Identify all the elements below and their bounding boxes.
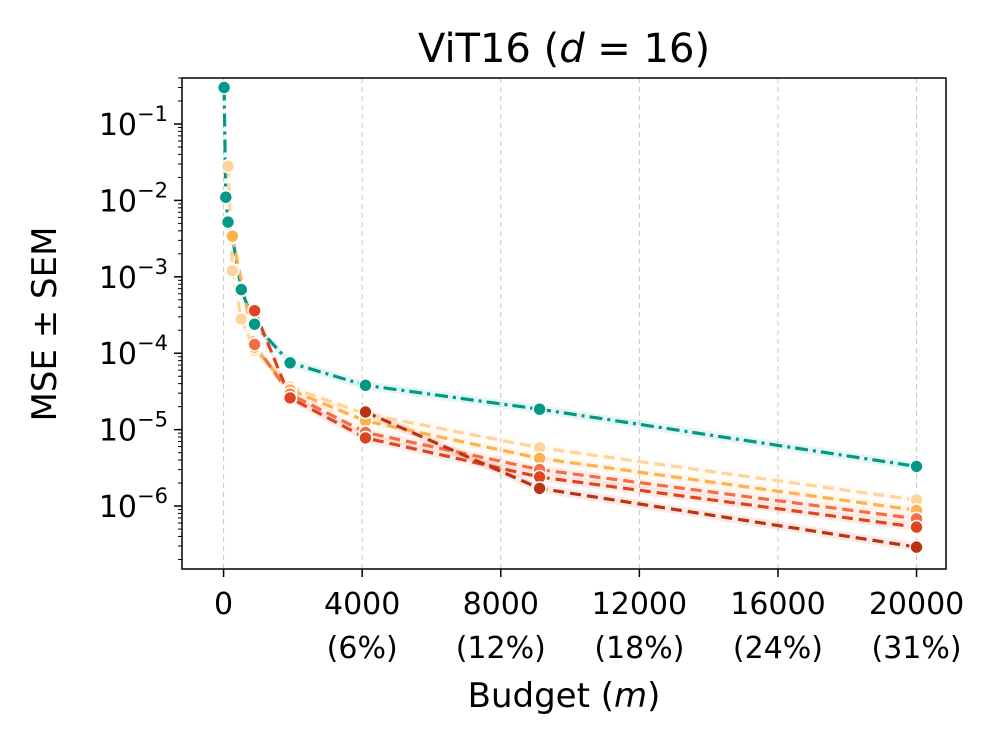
x-axis-ticks: 0 4000 (6%) 8000 (12%) 12000 (18%) 16000 (24%) 20… (214, 569, 964, 666)
data-point (282, 390, 298, 406)
x-tick-sublabel: (18%) (594, 631, 684, 666)
data-point (225, 228, 240, 244)
data-point (247, 316, 262, 332)
data-point (225, 263, 240, 279)
y-tick-label: 10−3 (99, 255, 168, 296)
data-point (358, 377, 373, 393)
error-bands (224, 83, 917, 552)
x-tick-sublabel: (6%) (327, 631, 398, 666)
x-axis-label: Budget (m) (468, 676, 661, 716)
series-line (222, 87, 917, 468)
data-point (282, 355, 298, 371)
data-point (909, 459, 924, 474)
x-tick-sublabel: (31%) (872, 631, 962, 666)
x-tick-label: 12000 (592, 587, 687, 622)
x-tick-label: 0 (214, 587, 233, 622)
error-band (228, 161, 917, 505)
error-band (254, 306, 917, 532)
data-point (234, 311, 249, 327)
chart-title: ViT16 (d = 16) (418, 26, 710, 72)
y-axis-ticks: 10−6 10−5 10−4 10−3 10−2 10−1 (99, 77, 182, 560)
data-point (909, 539, 924, 555)
y-tick-label: 10−1 (99, 102, 168, 143)
data-point (909, 519, 924, 535)
y-tick-label: 10−2 (99, 178, 168, 219)
data-point (216, 80, 232, 95)
x-tick-label: 20000 (869, 587, 964, 622)
x-tick-sublabel: (12%) (456, 631, 546, 666)
data-point (358, 404, 373, 420)
data-point (247, 337, 262, 352)
plot-area-frame (181, 77, 947, 570)
data-point (532, 401, 547, 417)
data-point (532, 481, 547, 496)
series-markers (216, 80, 924, 555)
data-point (220, 214, 236, 230)
y-tick-label: 10−6 (99, 484, 168, 525)
y-axis-label: MSE ± SEM (25, 227, 65, 422)
y-tick-label: 10−4 (99, 331, 168, 372)
data-point (358, 430, 373, 446)
data-point (247, 303, 262, 319)
data-point (234, 282, 249, 297)
x-gridlines (223, 78, 918, 569)
x-tick-label: 4000 (324, 587, 400, 622)
data-point (218, 189, 234, 205)
data-point (220, 158, 236, 174)
x-tick-label: 8000 (463, 587, 539, 622)
x-tick-sublabel: (24%) (733, 631, 823, 666)
y-tick-label: 10−5 (99, 408, 168, 449)
x-tick-label: 16000 (730, 587, 825, 622)
